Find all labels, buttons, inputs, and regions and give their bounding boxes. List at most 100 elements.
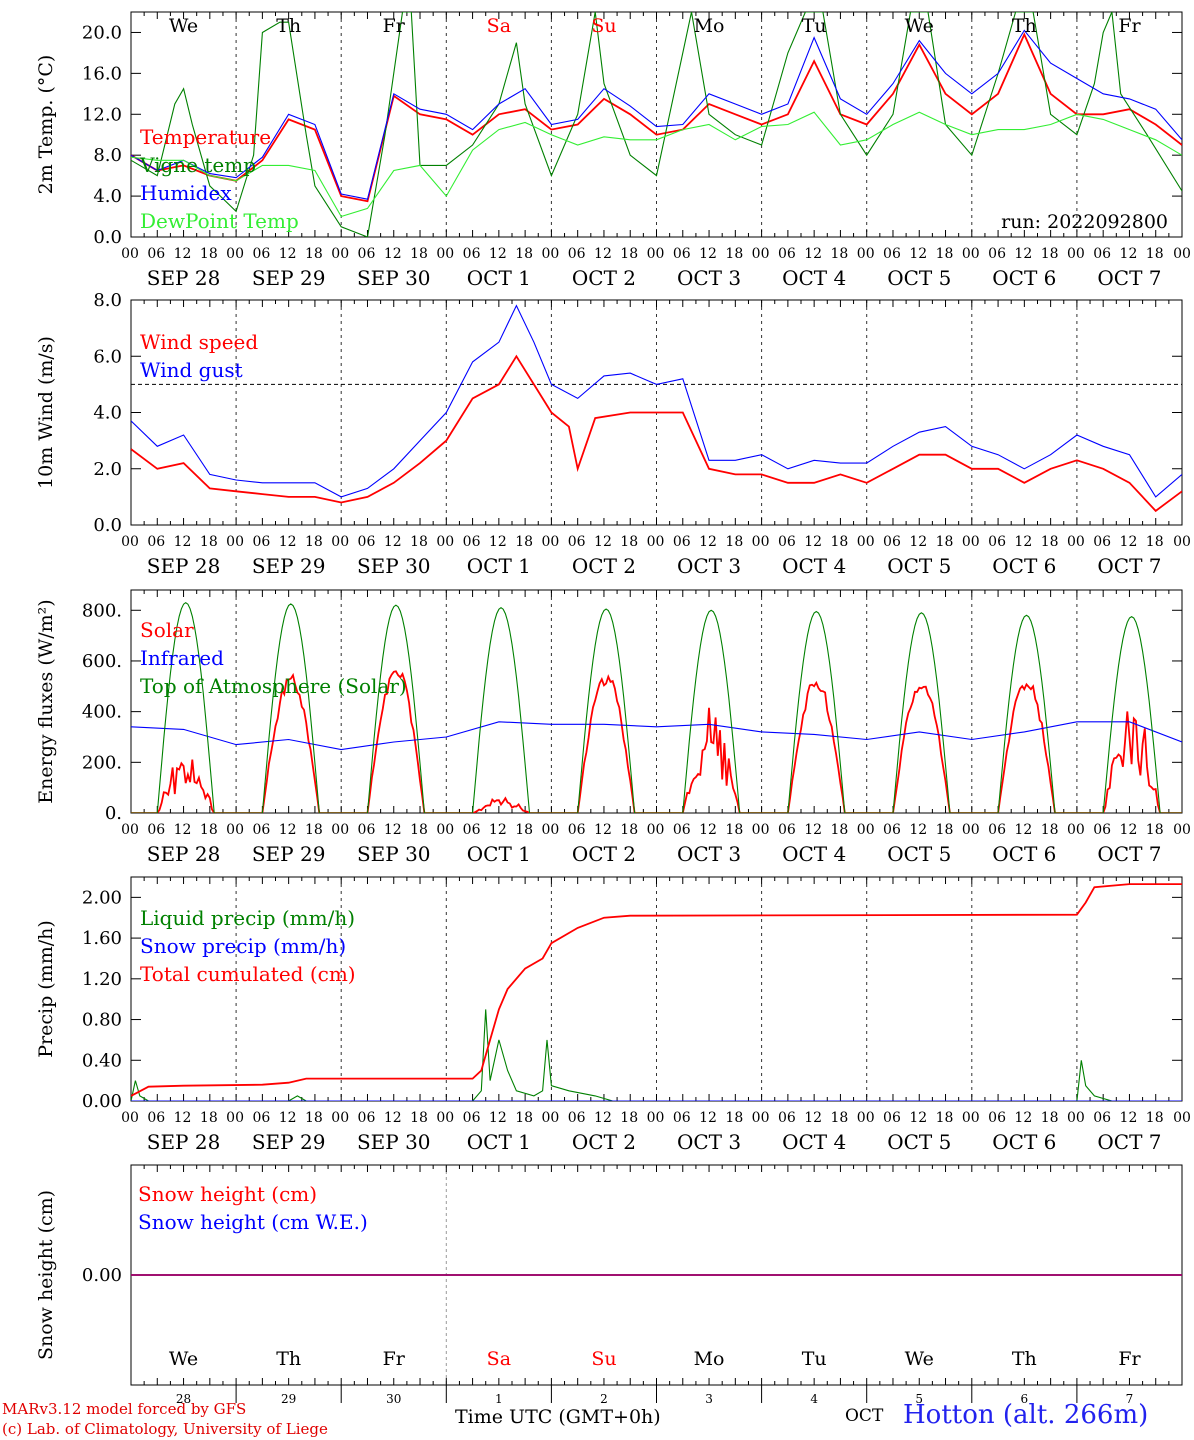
legend-entry: Temperature bbox=[140, 125, 271, 149]
hour-tick-label: 06 bbox=[988, 1110, 1006, 1126]
weekday-label: We bbox=[169, 15, 198, 37]
series-line-top-of-atmosphere-solar- bbox=[131, 602, 1182, 813]
hour-tick-label: 18 bbox=[1041, 822, 1059, 838]
day-number: 1 bbox=[495, 1392, 503, 1406]
weekday-label: Fr bbox=[1118, 15, 1141, 37]
hour-tick-label: 00 bbox=[752, 534, 770, 550]
hour-tick-label: 06 bbox=[147, 822, 165, 838]
hour-tick-label: 18 bbox=[305, 246, 323, 262]
hour-tick-label: 12 bbox=[594, 822, 612, 838]
hour-tick-label: 06 bbox=[252, 534, 270, 550]
legend-entry: DewPoint Temp bbox=[140, 209, 299, 233]
weekday-label: Sa bbox=[487, 1348, 511, 1370]
hour-tick-label: 00 bbox=[331, 822, 349, 838]
hour-tick-label: 06 bbox=[778, 1110, 796, 1126]
y-tick-label: 2.00 bbox=[82, 887, 122, 908]
hour-tick-label: 00 bbox=[541, 246, 559, 262]
weekday-label: Mo bbox=[694, 15, 725, 37]
hour-tick-label: 12 bbox=[174, 822, 192, 838]
legend-entry: Wind speed bbox=[140, 330, 258, 354]
date-label: SEP 29 bbox=[252, 842, 326, 866]
hour-tick-label: 18 bbox=[1041, 534, 1059, 550]
weekday-label: Fr bbox=[383, 15, 406, 37]
date-label: OCT 7 bbox=[1097, 842, 1161, 866]
date-label: OCT 7 bbox=[1097, 1130, 1161, 1154]
y-tick-label: 12.0 bbox=[82, 104, 122, 125]
hour-tick-label: 06 bbox=[358, 1110, 376, 1126]
hour-tick-label: 06 bbox=[778, 246, 796, 262]
hour-tick-label: 00 bbox=[962, 822, 980, 838]
hour-tick-label: 12 bbox=[594, 1110, 612, 1126]
hour-tick-label: 12 bbox=[279, 534, 297, 550]
hour-tick-label: 06 bbox=[147, 246, 165, 262]
weekday-label: Su bbox=[591, 1348, 616, 1370]
legend-entry: Vigne temp bbox=[139, 153, 256, 177]
hour-tick-label: 00 bbox=[1067, 534, 1085, 550]
hour-tick-label: 00 bbox=[752, 1110, 770, 1126]
series-line-wind-speed bbox=[131, 354, 1182, 513]
hour-tick-label: 12 bbox=[174, 1110, 192, 1126]
date-label: SEP 28 bbox=[147, 1130, 221, 1154]
hour-tick-label: 12 bbox=[489, 534, 507, 550]
day-number: 4 bbox=[810, 1392, 818, 1406]
hour-tick-label: 12 bbox=[909, 1110, 927, 1126]
hour-tick-label: 00 bbox=[436, 534, 454, 550]
hour-tick-label: 12 bbox=[279, 1110, 297, 1126]
hour-tick-label: 18 bbox=[831, 534, 849, 550]
hour-tick-label: 00 bbox=[962, 534, 980, 550]
hour-tick-label: 18 bbox=[200, 822, 218, 838]
y-tick-label: 0.00 bbox=[82, 1091, 122, 1112]
y-tick-label: 1.60 bbox=[82, 928, 122, 949]
hour-tick-label: 18 bbox=[515, 534, 533, 550]
day-number: 28 bbox=[176, 1392, 191, 1406]
hour-tick-label: 18 bbox=[620, 534, 638, 550]
y-axis-label: Snow height (cm) bbox=[35, 1190, 57, 1360]
hour-tick-label: 12 bbox=[279, 246, 297, 262]
weekday-label: Tu bbox=[802, 1348, 827, 1370]
hour-tick-label: 00 bbox=[857, 534, 875, 550]
hour-tick-label: 00 bbox=[541, 822, 559, 838]
date-label: OCT 1 bbox=[467, 266, 531, 290]
date-label: OCT 4 bbox=[782, 554, 846, 578]
hour-tick-label: 18 bbox=[831, 1110, 849, 1126]
hour-tick-label: 06 bbox=[252, 246, 270, 262]
hour-tick-label: 18 bbox=[1146, 822, 1164, 838]
date-label: OCT 6 bbox=[992, 266, 1056, 290]
hour-tick-label: 00 bbox=[121, 1110, 139, 1126]
date-label: OCT 3 bbox=[677, 842, 741, 866]
hour-tick-label: 06 bbox=[673, 534, 691, 550]
date-label: OCT 2 bbox=[572, 266, 636, 290]
hour-tick-label: 12 bbox=[1014, 246, 1032, 262]
date-label: OCT 5 bbox=[887, 842, 951, 866]
hour-tick-label: 12 bbox=[804, 822, 822, 838]
legend-entry: Snow height (cm W.E.) bbox=[138, 1210, 368, 1234]
hour-tick-label: 12 bbox=[384, 534, 402, 550]
hour-tick-label: 12 bbox=[384, 822, 402, 838]
hour-tick-label: 12 bbox=[174, 246, 192, 262]
hour-tick-label: 00 bbox=[436, 1110, 454, 1126]
hour-tick-label: 12 bbox=[174, 534, 192, 550]
hour-tick-label: 06 bbox=[883, 534, 901, 550]
hour-tick-label: 12 bbox=[594, 246, 612, 262]
hour-tick-label: 18 bbox=[1146, 534, 1164, 550]
date-label: SEP 30 bbox=[357, 1130, 431, 1154]
legend-entry: Snow height (cm) bbox=[138, 1182, 317, 1206]
hour-tick-label: 12 bbox=[384, 246, 402, 262]
hour-tick-label: 18 bbox=[515, 1110, 533, 1126]
oct-label: OCT bbox=[845, 1406, 884, 1426]
series-line-wind-gust bbox=[131, 304, 1182, 498]
weekday-label: Fr bbox=[383, 1348, 406, 1370]
date-label: OCT 6 bbox=[992, 842, 1056, 866]
weekday-label: Su bbox=[591, 15, 616, 37]
date-label: OCT 7 bbox=[1097, 266, 1161, 290]
hour-tick-label: 18 bbox=[515, 246, 533, 262]
y-tick-label: 400. bbox=[82, 702, 122, 723]
weekday-label: We bbox=[905, 1348, 934, 1370]
panel-1: 0.0 4.0 8.0 12.0 16.0 20.0 2m Temp. (°C) Temper… bbox=[35, 11, 1191, 290]
day-number: 3 bbox=[705, 1392, 713, 1406]
series-line-total-cumulated-cm- bbox=[131, 883, 1182, 1097]
hour-tick-label: 00 bbox=[1067, 822, 1085, 838]
date-label: OCT 4 bbox=[782, 842, 846, 866]
weekday-label: We bbox=[905, 15, 934, 37]
